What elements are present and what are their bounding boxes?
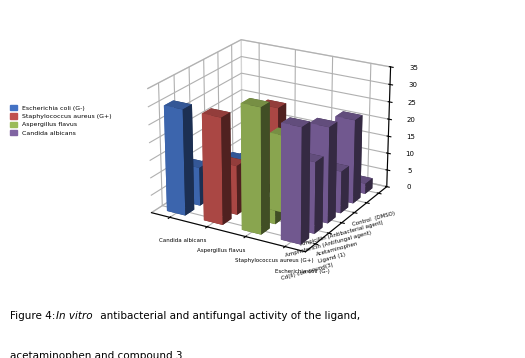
- Text: Figure 4:: Figure 4:: [10, 311, 59, 321]
- Legend: Escherichia coli (G-), Staphylococcus aureus (G+), Aspergillus flavus, Candida a: Escherichia coli (G-), Staphylococcus au…: [8, 103, 113, 137]
- Text: acetaminophen and compound 3.: acetaminophen and compound 3.: [10, 351, 186, 358]
- Text: In vitro: In vitro: [56, 311, 93, 321]
- Text: antibacterial and antifungal activity of the ligand,: antibacterial and antifungal activity of…: [97, 311, 360, 321]
